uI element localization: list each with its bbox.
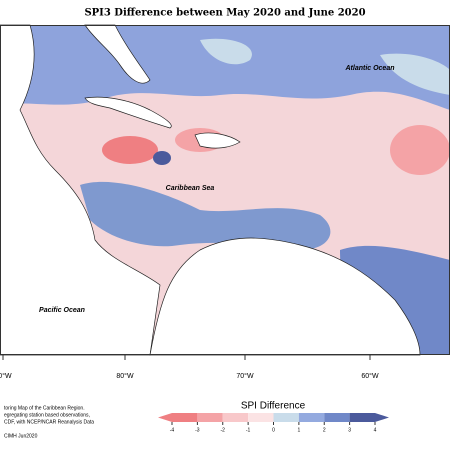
color-segment (273, 413, 299, 422)
legend-title: SPI Difference (241, 401, 306, 412)
legend-tick-label: 3 (348, 427, 351, 433)
footer-text: CDF, with NCEP/NCAR Reanalysis Data (4, 419, 94, 425)
longitude-label: 60°W (361, 372, 379, 380)
footer-text: egregating station based observations, (4, 412, 90, 418)
legend-tick-label: -4 (170, 427, 175, 433)
longitude-label: 80°W (116, 372, 134, 380)
positive-area (80, 181, 331, 250)
ocean-label: Pacific Ocean (39, 307, 85, 314)
color-segment (349, 413, 375, 422)
legend: -4 -3 -2 -1 0 1 2 3 4 (158, 413, 389, 433)
legend-tick-label: -1 (246, 427, 251, 433)
land (84, 24, 151, 84)
positive-area (153, 151, 171, 165)
extend-arrow (375, 413, 389, 422)
longitude-label: 90°W (0, 372, 12, 380)
legend-tick-label: 0 (272, 427, 275, 433)
weak-positive-area (200, 38, 450, 95)
negative-area (102, 136, 158, 164)
land (194, 132, 241, 149)
land (149, 237, 421, 356)
footer-text: toring Map of the Caribbean Region. (4, 405, 85, 411)
footer-credit: CIMH Jun2020 (4, 433, 38, 439)
title: SPI3 Difference between May 2020 and Jun… (84, 8, 365, 19)
extend-arrow (158, 413, 172, 422)
negative-area (390, 125, 450, 175)
legend-tick-label: 4 (374, 427, 377, 433)
color-segment (222, 413, 249, 422)
legend-tick-label: 2 (323, 427, 326, 433)
longitude-label: 70°W (236, 372, 254, 380)
color-segment (172, 413, 198, 422)
color-segment (248, 413, 274, 422)
land (84, 96, 172, 129)
color-segment (298, 413, 325, 422)
ocean-label: Caribbean Sea (166, 185, 215, 192)
legend-tick-label: -3 (195, 427, 200, 433)
longitude-labels: 90°W 80°W 70°W 60°W (0, 355, 379, 380)
color-segment (197, 413, 223, 422)
land (0, 24, 161, 356)
legend-tick-label: 1 (297, 427, 300, 433)
legend-tick-label: -2 (221, 427, 226, 433)
map: Atlantic Ocean Caribbean Sea Pacific Oce… (0, 24, 450, 356)
color-segment (324, 413, 350, 422)
ocean-label: Atlantic Ocean (344, 65, 394, 72)
